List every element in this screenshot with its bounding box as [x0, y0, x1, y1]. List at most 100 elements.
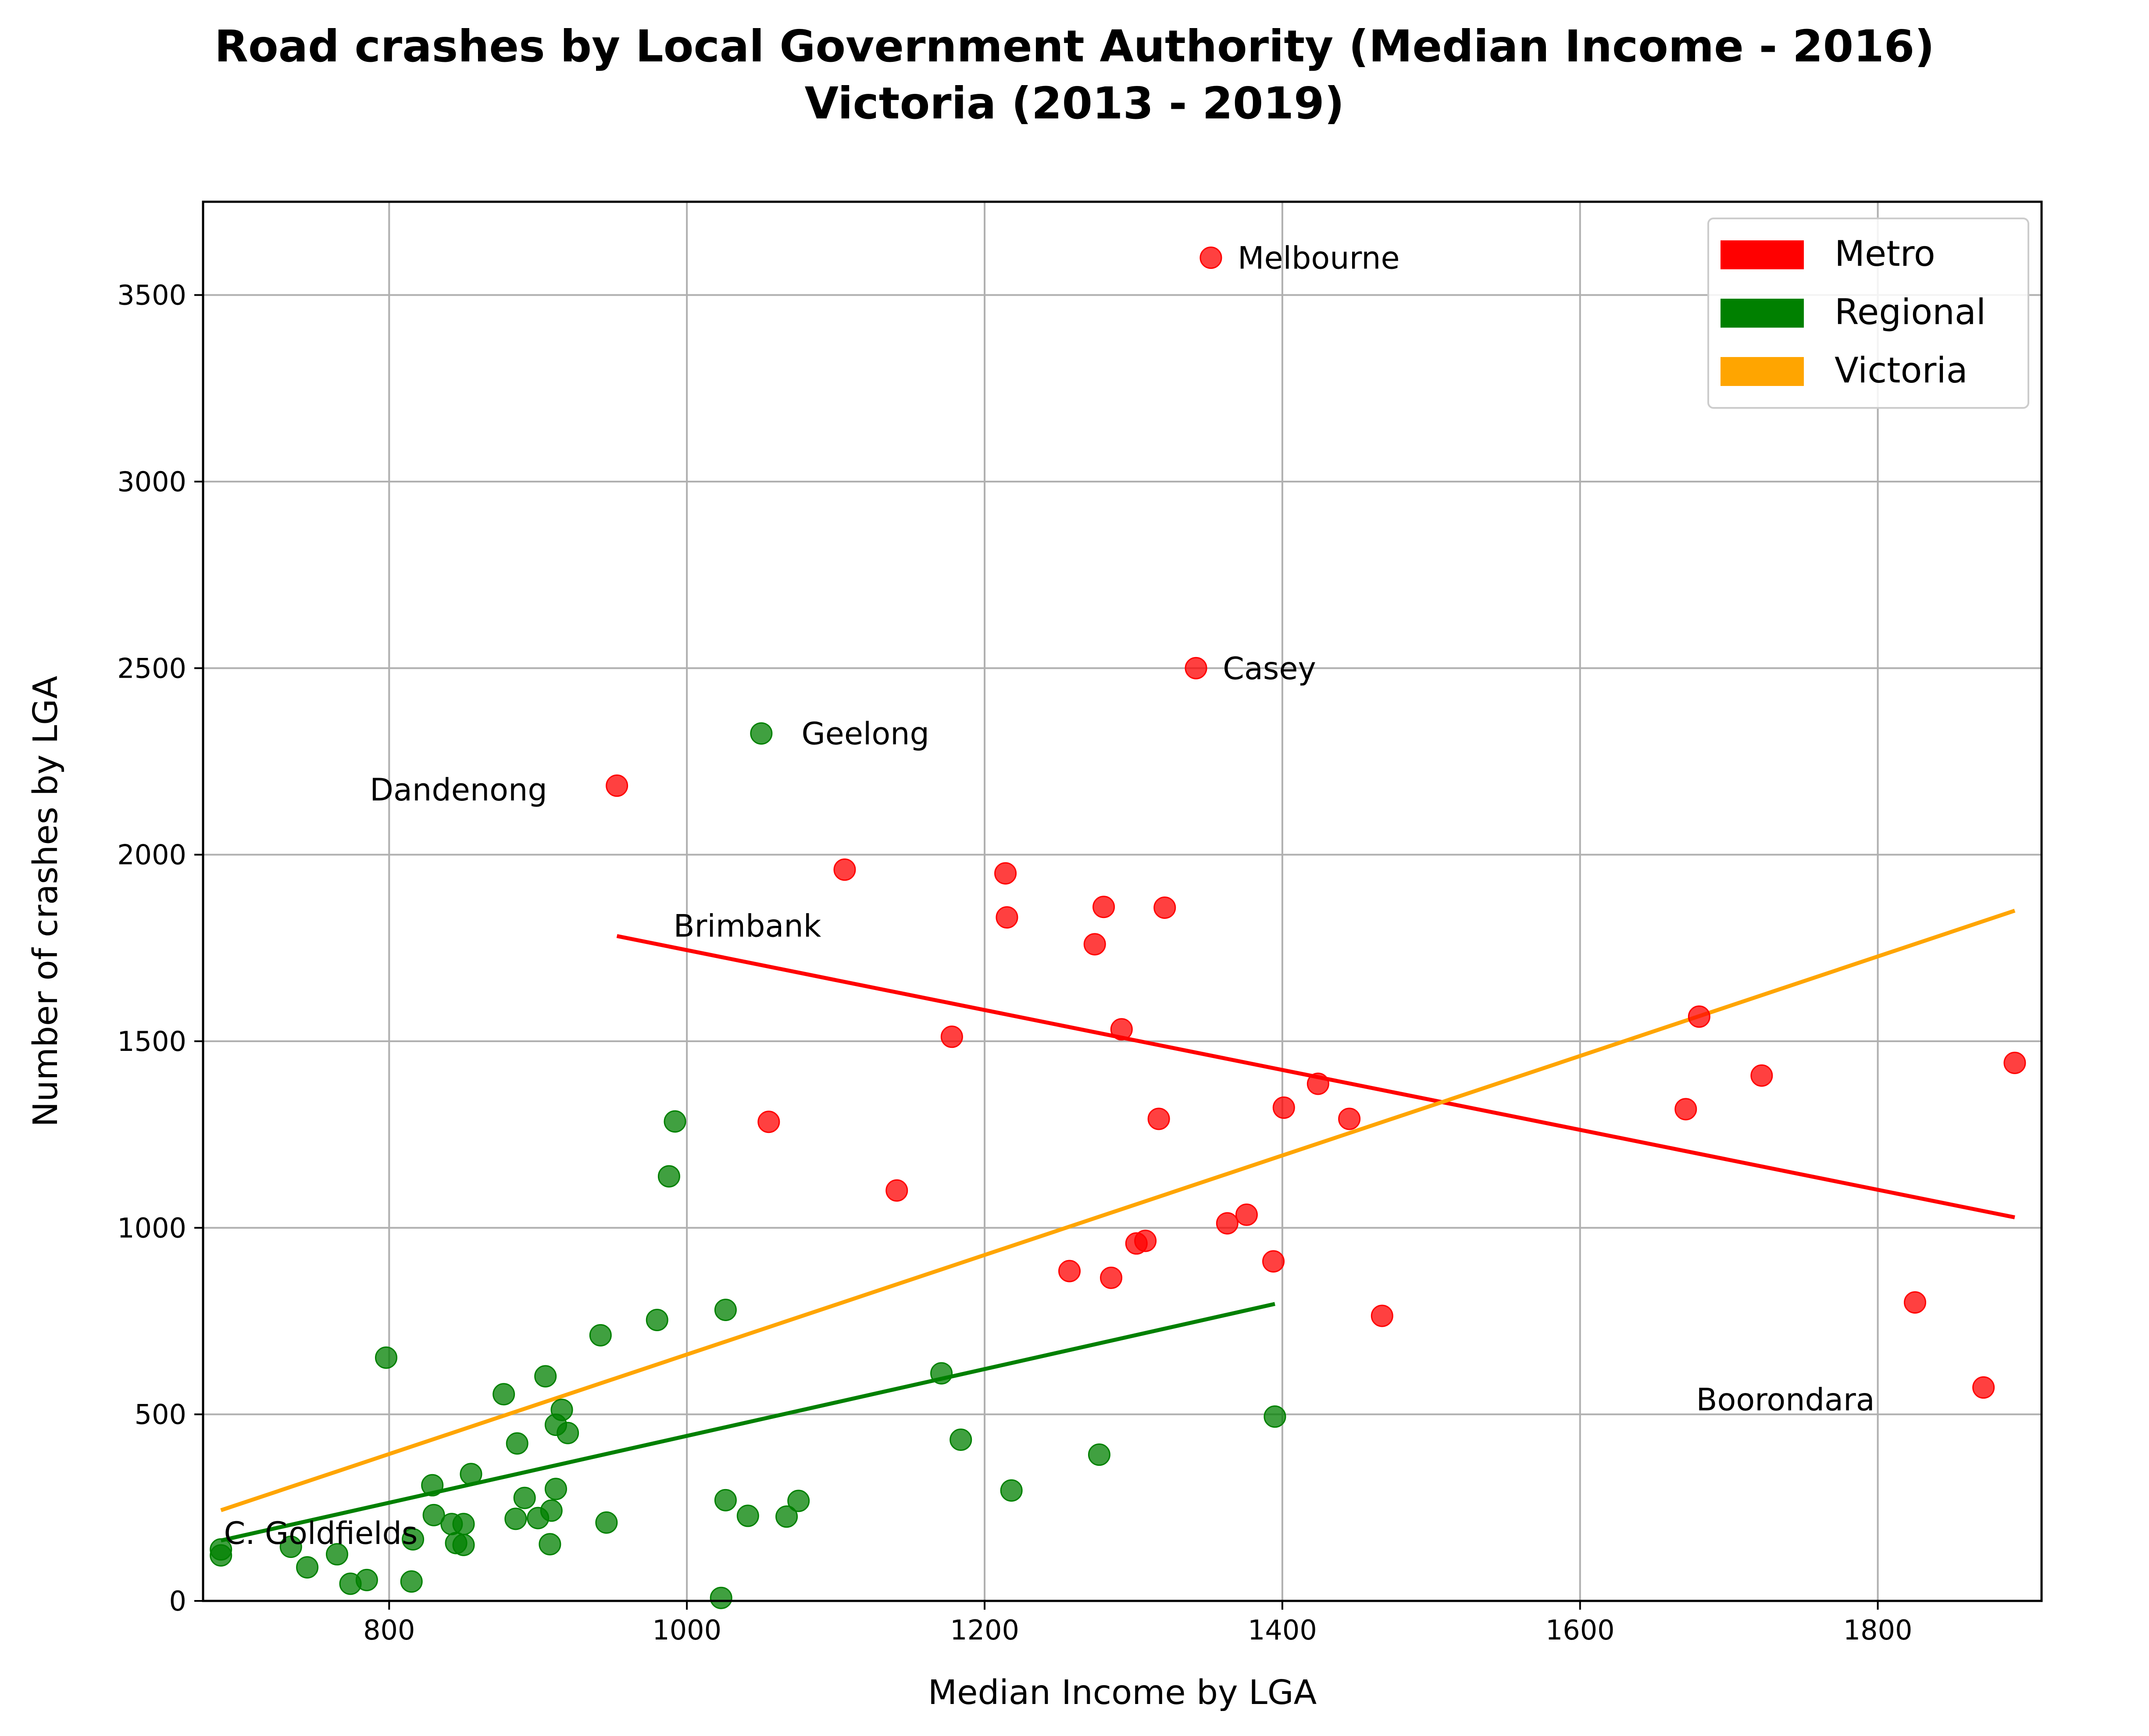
point-metro: [994, 862, 1017, 885]
axes: 800 1000 1200 1400 1600 1800 0 500 1000 1500 2000 2…: [117, 200, 2043, 1646]
point-metro: [1371, 1304, 1393, 1327]
point-regional: [714, 1298, 737, 1321]
x-tick-label: 1000: [652, 1614, 721, 1646]
point-regional: [504, 1507, 527, 1530]
point-regional: [1000, 1479, 1023, 1502]
legend-swatch-regional: [1721, 299, 1804, 328]
point-metro: [1058, 1260, 1081, 1282]
point-metro: [1199, 246, 1222, 269]
point-regional: [460, 1463, 482, 1486]
annotation-label: Brimbank: [674, 908, 821, 944]
point-metro: [1972, 1376, 1995, 1399]
y-tick-label: 0: [169, 1585, 186, 1617]
y-tick-label: 2000: [117, 839, 186, 871]
y-tick-label: 3500: [117, 279, 186, 311]
legend-swatch-victoria: [1721, 357, 1804, 386]
annotation-label: Boorondara: [1696, 1382, 1875, 1418]
point-regional: [1088, 1443, 1110, 1466]
point-metro: [885, 1179, 908, 1202]
point-regional: [595, 1511, 618, 1534]
annotation-label: Geelong: [802, 716, 929, 752]
trend-line-victoria: [220, 908, 2016, 1512]
point-regional: [513, 1486, 536, 1509]
plot-frame: [202, 200, 2043, 1602]
annotation-label: Melbourne: [1238, 240, 1400, 276]
point-regional: [1264, 1405, 1286, 1428]
point-regional: [930, 1362, 953, 1385]
point-regional: [657, 1165, 680, 1188]
point-regional: [544, 1478, 567, 1500]
legend-label-regional: Regional: [1835, 292, 1986, 332]
point-regional: [422, 1504, 445, 1526]
point-metro: [1235, 1204, 1258, 1226]
chart-subtitle: Victoria (2013 - 2019): [805, 78, 1345, 129]
point-regional: [736, 1504, 759, 1527]
point-regional: [646, 1308, 668, 1331]
x-axis-label: Median Income by LGA: [928, 1673, 1317, 1712]
point-regional: [950, 1429, 972, 1451]
point-regional: [539, 1533, 561, 1556]
y-axis-label: Number of crashes by LGA: [26, 675, 65, 1127]
point-metro: [1216, 1212, 1239, 1235]
point-metro: [833, 858, 856, 881]
x-tick-label: 1200: [950, 1614, 1019, 1646]
annotations: Melbourne Casey Geelong Dandenong Brimbank Bo…: [224, 240, 1875, 1552]
point-regional: [210, 1538, 232, 1561]
point-metro: [1083, 933, 1106, 956]
point-regional: [452, 1533, 475, 1556]
point-metro: [1750, 1064, 1773, 1087]
point-metro: [940, 1025, 963, 1048]
data-points: [210, 246, 2026, 1609]
point-metro: [1153, 896, 1176, 919]
point-metro: [996, 906, 1018, 929]
x-tick-label: 1800: [1843, 1614, 1913, 1646]
point-metro: [1110, 1018, 1133, 1041]
point-regional: [339, 1572, 362, 1595]
point-metro: [606, 774, 628, 797]
y-tick-label: 2500: [117, 652, 186, 684]
x-tick-label: 800: [363, 1614, 415, 1646]
point-metro: [2003, 1051, 2026, 1074]
y-tick-label: 3000: [117, 466, 186, 498]
point-metro: [757, 1111, 780, 1133]
point-metro: [1272, 1096, 1295, 1119]
point-regional: [710, 1586, 732, 1609]
point-regional: [421, 1474, 444, 1497]
point-regional: [375, 1346, 398, 1369]
legend-label-metro: Metro: [1835, 233, 1935, 274]
point-regional: [557, 1422, 579, 1444]
annotation-label: C. Goldfields: [224, 1515, 418, 1551]
trend-lines: [220, 908, 2016, 1543]
point-regional: [452, 1513, 475, 1536]
point-regional: [527, 1507, 550, 1529]
chart-title: Road crashes by Local Government Authori…: [214, 21, 1935, 72]
point-metro: [1307, 1072, 1329, 1095]
point-regional: [296, 1556, 319, 1579]
point-metro: [1688, 1005, 1710, 1028]
point-regional: [325, 1543, 348, 1566]
point-metro: [1147, 1107, 1170, 1130]
point-regional: [714, 1489, 737, 1511]
point-metro: [1338, 1107, 1361, 1130]
point-regional: [402, 1528, 425, 1551]
x-tick-label: 1400: [1248, 1614, 1317, 1646]
annotation-label: Dandenong: [370, 772, 547, 808]
point-metro: [1674, 1098, 1697, 1121]
point-metro: [1185, 657, 1207, 679]
legend-swatch-metro: [1721, 240, 1804, 269]
y-tick-label: 1000: [117, 1212, 186, 1244]
point-regional: [400, 1570, 423, 1593]
point-regional: [506, 1432, 528, 1455]
point-regional: [279, 1536, 302, 1558]
trend-line-regional: [220, 1302, 1275, 1543]
point-metro: [1125, 1232, 1148, 1255]
point-metro: [1903, 1291, 1926, 1314]
point-regional: [534, 1365, 557, 1388]
point-regional: [750, 722, 773, 745]
legend-label-victoria: Victoria: [1835, 350, 1968, 391]
point-regional: [775, 1505, 798, 1528]
x-tick-label: 1600: [1546, 1614, 1615, 1646]
point-metro: [1100, 1266, 1123, 1289]
point-regional: [787, 1490, 810, 1512]
